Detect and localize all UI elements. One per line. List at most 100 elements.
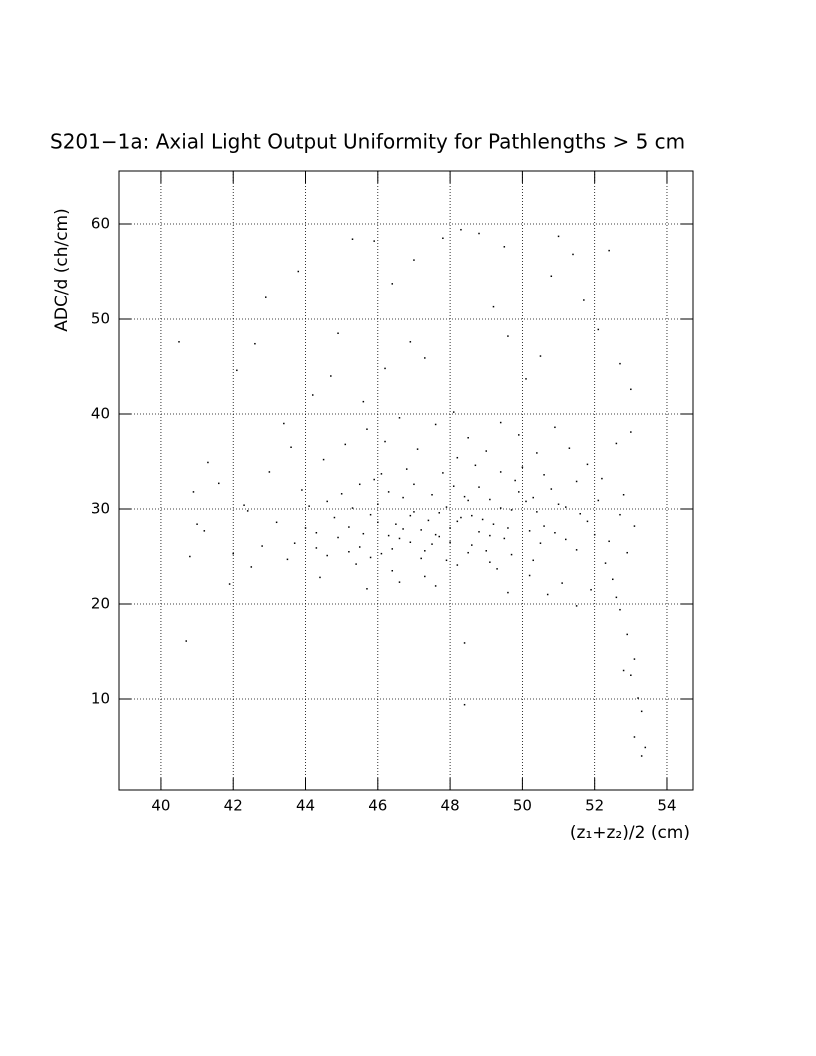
point xyxy=(622,493,625,496)
point xyxy=(590,588,592,591)
point xyxy=(626,633,628,636)
point xyxy=(507,527,509,529)
point xyxy=(348,550,350,553)
point xyxy=(449,527,451,529)
point xyxy=(391,548,394,550)
point xyxy=(633,658,636,660)
point xyxy=(518,491,520,493)
point xyxy=(518,434,520,436)
point xyxy=(619,362,621,365)
point xyxy=(499,421,502,424)
point xyxy=(431,543,433,545)
point xyxy=(315,547,318,549)
point xyxy=(373,478,375,481)
point xyxy=(304,527,307,529)
point xyxy=(373,240,375,242)
point xyxy=(532,559,534,562)
point xyxy=(539,542,542,544)
point xyxy=(565,506,567,508)
point xyxy=(330,375,332,377)
point xyxy=(615,596,618,599)
point xyxy=(438,512,441,514)
point xyxy=(460,228,462,231)
point xyxy=(337,332,339,335)
point xyxy=(568,447,571,449)
point xyxy=(402,528,404,530)
x-tick-label: 42 xyxy=(224,797,243,815)
point xyxy=(405,468,408,470)
point xyxy=(485,450,487,452)
plot-frame xyxy=(118,170,694,791)
point xyxy=(311,394,314,396)
point xyxy=(644,746,647,749)
point xyxy=(409,341,412,343)
point xyxy=(510,553,513,556)
point xyxy=(575,605,578,607)
point xyxy=(499,507,502,509)
point xyxy=(496,568,498,570)
point xyxy=(575,549,578,551)
point xyxy=(471,544,473,546)
point xyxy=(358,483,361,486)
point xyxy=(355,563,357,565)
point xyxy=(536,452,538,454)
point xyxy=(319,576,321,579)
point xyxy=(637,697,639,699)
point xyxy=(604,562,607,564)
y-tick-label: 20 xyxy=(91,594,110,612)
point xyxy=(218,482,220,485)
point xyxy=(456,564,459,566)
point xyxy=(640,710,643,713)
point xyxy=(290,446,292,449)
point xyxy=(467,551,469,554)
point xyxy=(452,485,455,487)
point xyxy=(387,534,390,537)
point xyxy=(492,305,495,308)
point xyxy=(427,519,430,522)
point xyxy=(286,558,289,561)
y-tick-label: 40 xyxy=(91,405,110,423)
point xyxy=(485,550,487,552)
point xyxy=(431,493,433,496)
point xyxy=(366,428,368,430)
point xyxy=(424,550,426,552)
point xyxy=(236,369,238,372)
point xyxy=(579,512,581,515)
point xyxy=(619,513,621,516)
point xyxy=(557,503,560,505)
point xyxy=(550,488,553,490)
point xyxy=(525,378,527,380)
point xyxy=(619,608,621,611)
y-tick-label: 60 xyxy=(91,215,110,233)
y-tick-label: 10 xyxy=(91,689,110,707)
point xyxy=(543,474,545,476)
point xyxy=(554,426,556,429)
x-tick-label: 54 xyxy=(657,797,676,815)
point xyxy=(608,540,610,543)
point xyxy=(597,328,600,331)
point xyxy=(265,296,267,298)
point xyxy=(630,674,632,676)
point xyxy=(178,341,180,343)
point xyxy=(633,525,636,527)
point xyxy=(246,510,249,512)
point xyxy=(362,532,365,535)
point xyxy=(521,466,524,468)
point xyxy=(434,585,437,587)
point xyxy=(340,493,343,495)
point xyxy=(384,440,386,443)
point xyxy=(250,566,253,568)
point xyxy=(489,534,491,537)
point xyxy=(434,533,437,536)
point xyxy=(203,530,206,532)
point xyxy=(337,536,339,539)
point xyxy=(268,471,271,473)
point xyxy=(550,275,553,278)
point xyxy=(601,477,603,480)
point xyxy=(489,561,491,563)
point xyxy=(413,259,415,261)
point xyxy=(474,464,477,467)
point xyxy=(387,491,390,493)
point xyxy=(593,533,596,536)
point xyxy=(348,526,350,528)
